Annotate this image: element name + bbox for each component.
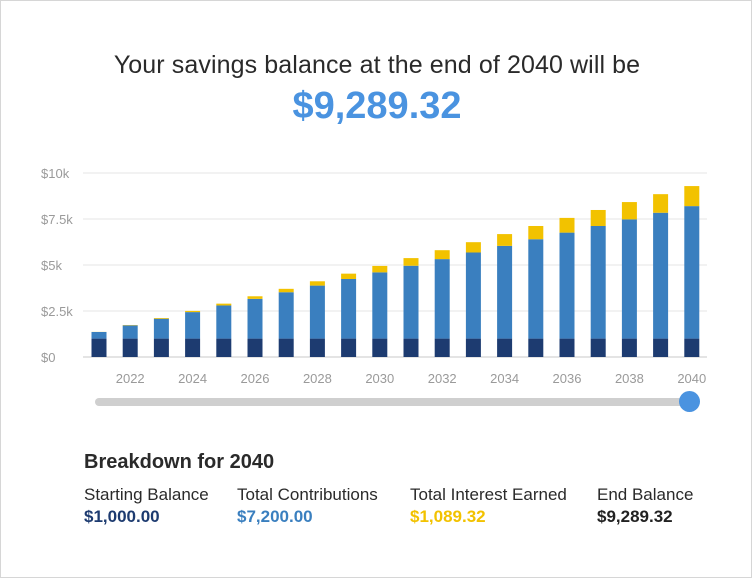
x-tick-label: 2038 — [615, 371, 644, 386]
bar-segment — [528, 239, 544, 339]
bar-segment — [372, 265, 388, 273]
bar-segment — [278, 338, 294, 357]
bar-segment — [684, 206, 700, 339]
x-tick-label: 2028 — [303, 371, 332, 386]
bar-segment — [465, 338, 481, 357]
x-tick-label: 2026 — [241, 371, 270, 386]
bar-segment — [403, 258, 419, 266]
bar-segment — [185, 338, 201, 357]
breakdown-end-balance: End Balance $9,289.32 — [597, 485, 693, 527]
year-slider-thumb[interactable] — [679, 391, 700, 412]
bar-segment — [341, 273, 357, 279]
breakdown-total-contributions: Total Contributions $7,200.00 — [237, 485, 378, 527]
bar-segment — [309, 338, 325, 357]
x-tick-label: 2036 — [553, 371, 582, 386]
breakdown-value: $7,200.00 — [237, 507, 313, 526]
bar-segment — [621, 219, 637, 339]
x-tick-label: 2032 — [428, 371, 457, 386]
y-tick-label: $7.5k — [41, 212, 73, 227]
breakdown-total-interest: Total Interest Earned $1,089.32 — [410, 485, 567, 527]
bar-segment — [341, 278, 357, 339]
bar-segment — [341, 338, 357, 357]
bar-segment — [372, 338, 388, 357]
bar-segment — [185, 312, 201, 339]
breakdown-value: $1,000.00 — [84, 507, 160, 526]
bar-segment — [91, 338, 107, 357]
breakdown-label: Starting Balance — [84, 485, 209, 504]
bar-segment — [684, 186, 700, 207]
breakdown-title: Breakdown for 2040 — [84, 451, 275, 473]
bar-segment — [559, 232, 575, 339]
breakdown-label: End Balance — [597, 485, 694, 504]
bar-segment — [434, 338, 450, 357]
result-headline: Your savings balance at the end of 2040 … — [113, 51, 641, 79]
bar-segment — [653, 194, 669, 213]
y-tick-label: $5k — [41, 258, 62, 273]
bar-segment — [528, 338, 544, 357]
bar-segment — [621, 202, 637, 220]
x-tick-label: 2034 — [490, 371, 519, 386]
bar-segment — [122, 338, 138, 357]
bar-segment — [465, 242, 481, 253]
bar-segment — [372, 272, 388, 339]
bar-segment — [590, 209, 606, 226]
x-tick-label: 2030 — [365, 371, 394, 386]
bar-segment — [684, 338, 700, 357]
bar-segment — [216, 303, 232, 306]
bar-segment — [497, 338, 513, 357]
bar-segment — [216, 305, 232, 339]
breakdown-value: $9,289.32 — [597, 507, 673, 526]
year-slider-track[interactable] — [95, 398, 691, 406]
bar-segment — [278, 292, 294, 339]
bar-segment — [465, 252, 481, 339]
bar-segment — [185, 310, 201, 313]
bar-segment — [559, 217, 575, 233]
bar-segment — [434, 250, 450, 260]
x-tick-label: 2040 — [677, 371, 706, 386]
bar-segment — [216, 338, 232, 357]
breakdown-label: Total Contributions — [237, 485, 378, 504]
bar-segment — [309, 281, 325, 286]
bar-segment — [653, 338, 669, 357]
bar-segment — [434, 259, 450, 339]
bar-segment — [247, 298, 263, 339]
bar-segment — [153, 318, 169, 339]
x-tick-label: 2022 — [116, 371, 145, 386]
bar-segment — [653, 212, 669, 339]
bar-segment — [278, 288, 294, 293]
breakdown-starting-balance: Starting Balance $1,000.00 — [84, 485, 209, 527]
bar-segment — [497, 245, 513, 339]
bar-segment — [497, 234, 513, 246]
bar-segment — [122, 325, 138, 339]
x-tick-label: 2024 — [178, 371, 207, 386]
bar-segment — [403, 265, 419, 339]
bar-segment — [528, 225, 544, 240]
bar-segment — [403, 338, 419, 357]
bar-segment — [153, 338, 169, 357]
bar-segment — [309, 285, 325, 339]
bar-segment — [559, 338, 575, 357]
bar-segment — [153, 317, 169, 319]
breakdown-label: Total Interest Earned — [410, 485, 567, 504]
y-tick-label: $2.5k — [41, 304, 73, 319]
result-amount: $9,289.32 — [292, 85, 462, 127]
bar-segment — [91, 331, 107, 339]
y-tick-label: $10k — [41, 166, 70, 181]
bar-segment — [247, 338, 263, 357]
bar-segment — [621, 338, 637, 357]
breakdown-value: $1,089.32 — [410, 507, 486, 526]
bar-segment — [590, 338, 606, 357]
bar-segment — [590, 225, 606, 339]
y-tick-label: $0 — [41, 350, 55, 365]
savings-bar-chart: $0 $2.5k $5k $7.5k $10k 2022 2024 2026 2028 2030 2… — [41, 166, 707, 386]
bar-segment — [247, 296, 263, 299]
